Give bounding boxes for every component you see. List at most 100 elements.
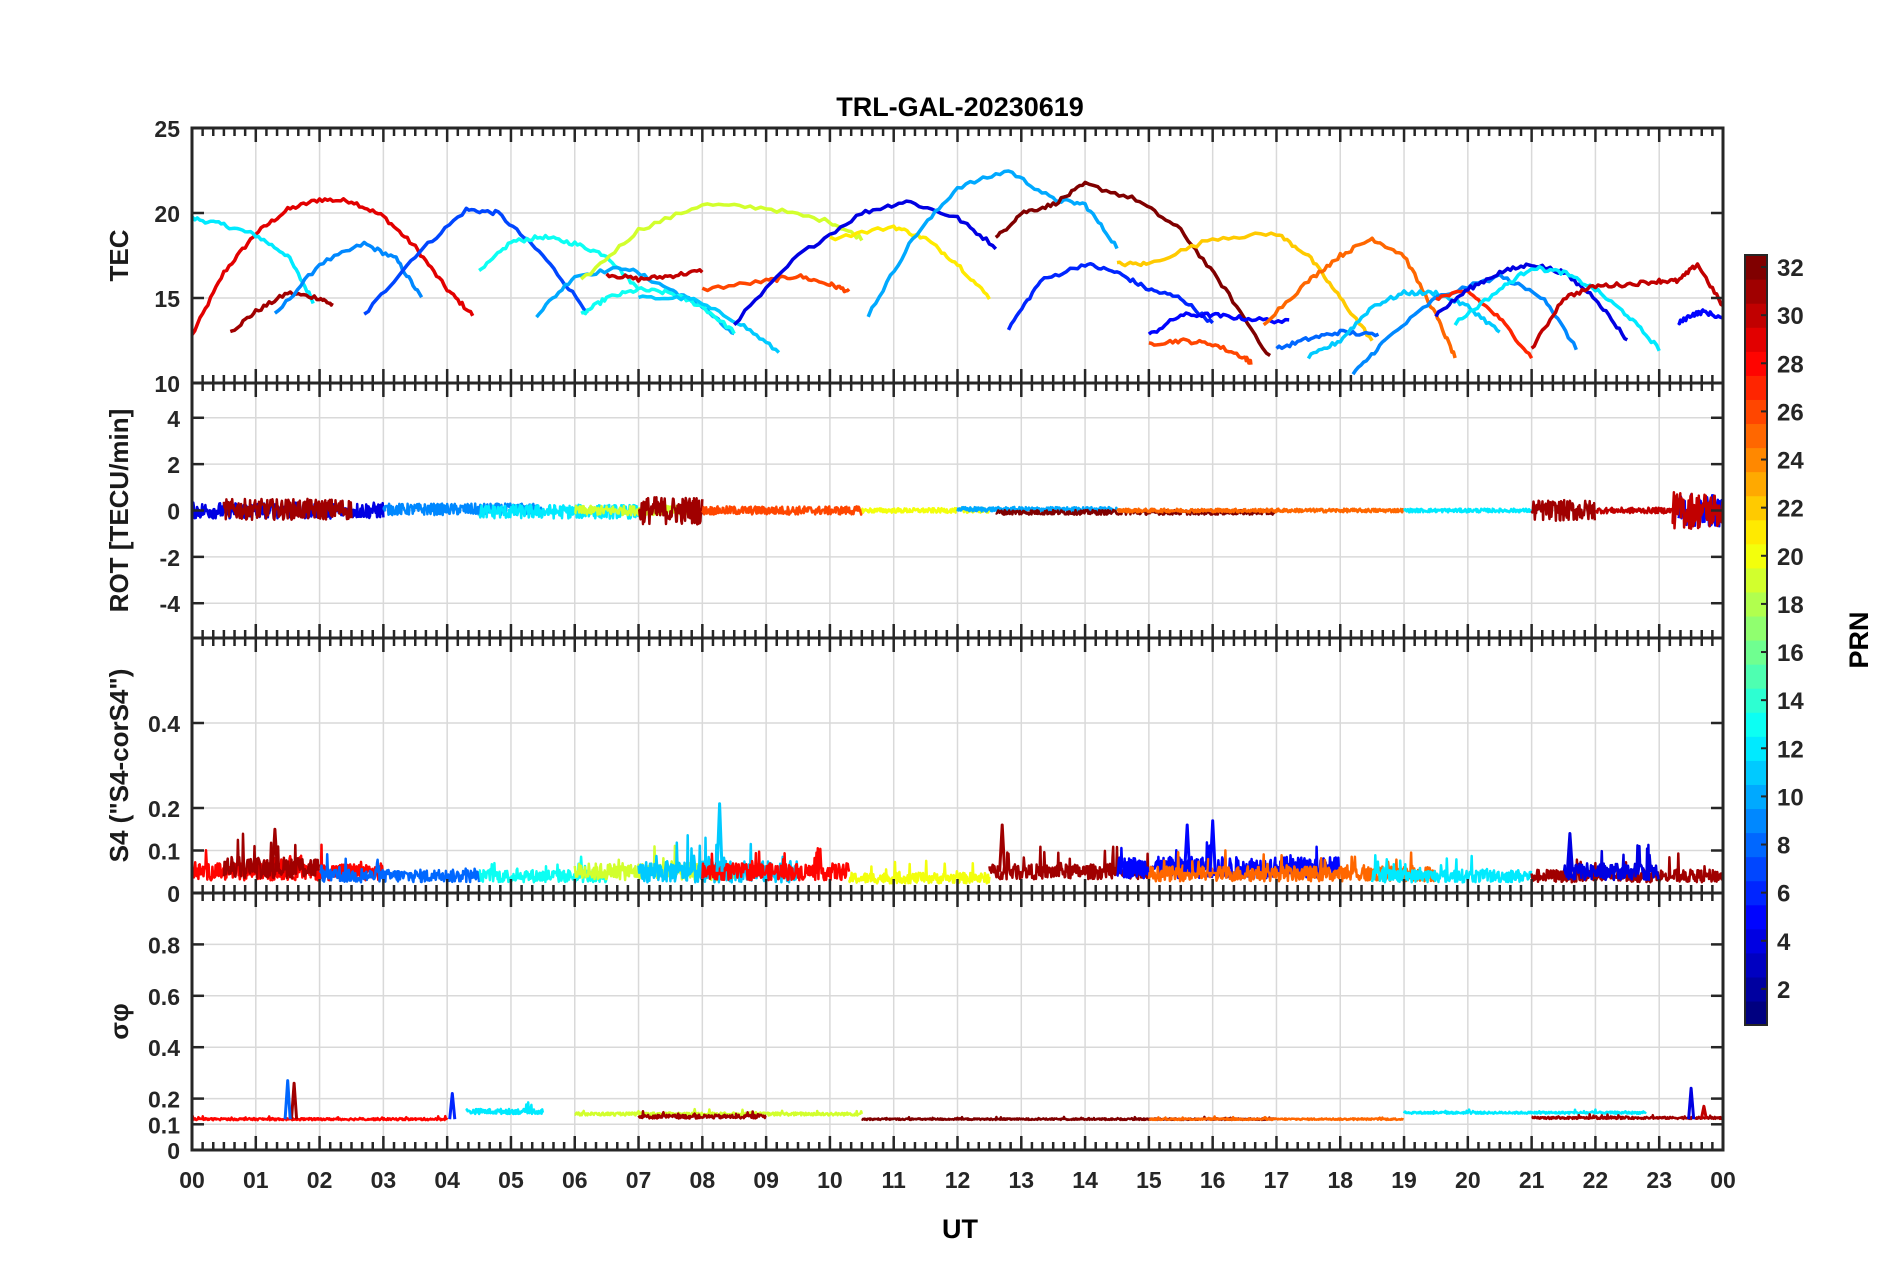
x-tick-label: 19 <box>1391 1167 1417 1193</box>
tec-series-line <box>1148 337 1253 365</box>
colorbar-cell <box>1745 255 1767 280</box>
noise-series-line <box>1671 490 1723 530</box>
noise-series-line <box>1402 507 1533 514</box>
colorbar-cell <box>1745 495 1767 521</box>
y-tick-label: 0.6 <box>148 984 180 1010</box>
peak-mark <box>1208 819 1217 872</box>
colorbar-cell <box>1745 928 1767 954</box>
noise-series-line <box>222 832 321 880</box>
peak-mark <box>1687 1086 1696 1120</box>
colorbar-cell <box>1745 447 1767 473</box>
x-tick-label: 03 <box>371 1167 397 1193</box>
y-tick-label: 0.4 <box>148 1035 180 1061</box>
colorbar-cell <box>1745 784 1767 810</box>
series-group <box>192 490 1723 530</box>
x-tick-label: 00 <box>1710 1167 1736 1193</box>
noise-series-line <box>465 1101 545 1116</box>
y-tick-label: 15 <box>154 286 180 312</box>
tec-series-line <box>1435 289 1534 360</box>
tec-series-line <box>701 273 851 294</box>
colorbar-tick-label: 24 <box>1777 448 1804 475</box>
colorbar-cell <box>1745 688 1767 713</box>
noise-series-line <box>1594 506 1679 515</box>
colorbar-cell <box>1745 760 1767 785</box>
x-axis-label: UT <box>942 1214 978 1244</box>
colorbar-cell <box>1745 351 1767 376</box>
colorbar-cell <box>1745 327 1767 352</box>
tec-series-line <box>829 224 991 300</box>
colorbar-cell <box>1745 640 1767 665</box>
tec-series-line <box>192 215 315 305</box>
y-tick-label: -2 <box>160 545 180 571</box>
y-tick-label: 0.2 <box>148 1087 180 1113</box>
y-tick-label: 0 <box>167 881 180 907</box>
tec-series-line <box>1530 262 1723 350</box>
tec-series-line <box>1147 311 1290 336</box>
colorbar-cell <box>1745 423 1767 449</box>
y-tick-label: 10 <box>154 371 180 397</box>
peak-mark <box>290 1081 299 1120</box>
y-axis-label: TEC <box>104 229 134 281</box>
noise-series-line <box>847 859 991 885</box>
colorbar-cell <box>1745 856 1767 882</box>
tec-series-line <box>579 202 864 281</box>
series-group <box>192 802 1723 885</box>
colorbar-tick-label: 2 <box>1777 977 1790 1004</box>
colorbar-cell <box>1745 1000 1767 1026</box>
x-tick-label: 05 <box>498 1167 524 1193</box>
series-group <box>192 1079 1723 1122</box>
colorbar-tick-label: 16 <box>1777 640 1804 667</box>
y-tick-label: 4 <box>167 406 180 432</box>
peak-mark <box>1565 832 1574 872</box>
colorbar-tick-label: 8 <box>1777 833 1790 860</box>
tec-series-line <box>1677 308 1723 326</box>
peak-mark <box>270 827 279 872</box>
tec-series-line <box>273 240 424 315</box>
colorbar-cell <box>1745 399 1767 425</box>
x-tick-label: 22 <box>1583 1167 1609 1193</box>
x-tick-label: 23 <box>1646 1167 1672 1193</box>
tec-series-line <box>580 286 736 335</box>
peak-mark <box>715 802 724 872</box>
sigma-phi-panel: 00.10.2 0.4 0.6 0.8 σφ 00 01 02 03 04 05 06 07 08 09 10… <box>104 891 1736 1193</box>
tec-series-line <box>733 199 998 326</box>
x-tick-label: 17 <box>1264 1167 1290 1193</box>
colorbar-tick-label: 4 <box>1777 929 1791 956</box>
colorbar-tick-label: 20 <box>1777 544 1804 571</box>
tec-series-line <box>605 268 704 283</box>
y-tick-label: 25 <box>154 116 180 142</box>
colorbar-tick-label: 14 <box>1777 688 1804 715</box>
y-tick-label: 0.8 <box>148 932 180 958</box>
tec-series-line <box>478 233 640 291</box>
colorbar-tick-label: 30 <box>1777 303 1804 330</box>
x-tick-label: 08 <box>690 1167 716 1193</box>
colorbar-tick-label: 18 <box>1777 592 1804 619</box>
colorbar-cell <box>1745 976 1767 1002</box>
noise-series-line <box>1531 1113 1723 1121</box>
tec-series-line <box>363 206 589 316</box>
colorbar-cell <box>1745 880 1767 906</box>
noise-series-line <box>637 495 704 526</box>
colorbar-tick-label: 6 <box>1777 881 1790 908</box>
y-axis-label: σφ <box>104 1003 134 1039</box>
tec-series-line <box>1306 289 1501 360</box>
y-tick-label: -4 <box>160 591 181 617</box>
colorbar-cell <box>1745 543 1767 569</box>
noise-series-line <box>701 505 864 516</box>
x-tick-label: 07 <box>626 1167 652 1193</box>
x-tick-label: 16 <box>1200 1167 1226 1193</box>
y-tick-label: 0 <box>167 1138 180 1164</box>
noise-series-line <box>1116 507 1405 514</box>
colorbar-cell <box>1745 375 1767 400</box>
x-tick-label: 02 <box>307 1167 333 1193</box>
x-tick-label: 10 <box>817 1167 843 1193</box>
noise-series-line <box>988 845 1151 881</box>
colorbar-box <box>1744 254 1768 1026</box>
peak-mark <box>1183 823 1192 872</box>
colorbar-cell <box>1745 736 1767 761</box>
y-axis-label: ROT [TECU/min] <box>104 409 134 613</box>
chart-title: TRL-GAL-20230619 <box>836 92 1084 122</box>
colorbar-tick-label: 22 <box>1777 496 1804 523</box>
